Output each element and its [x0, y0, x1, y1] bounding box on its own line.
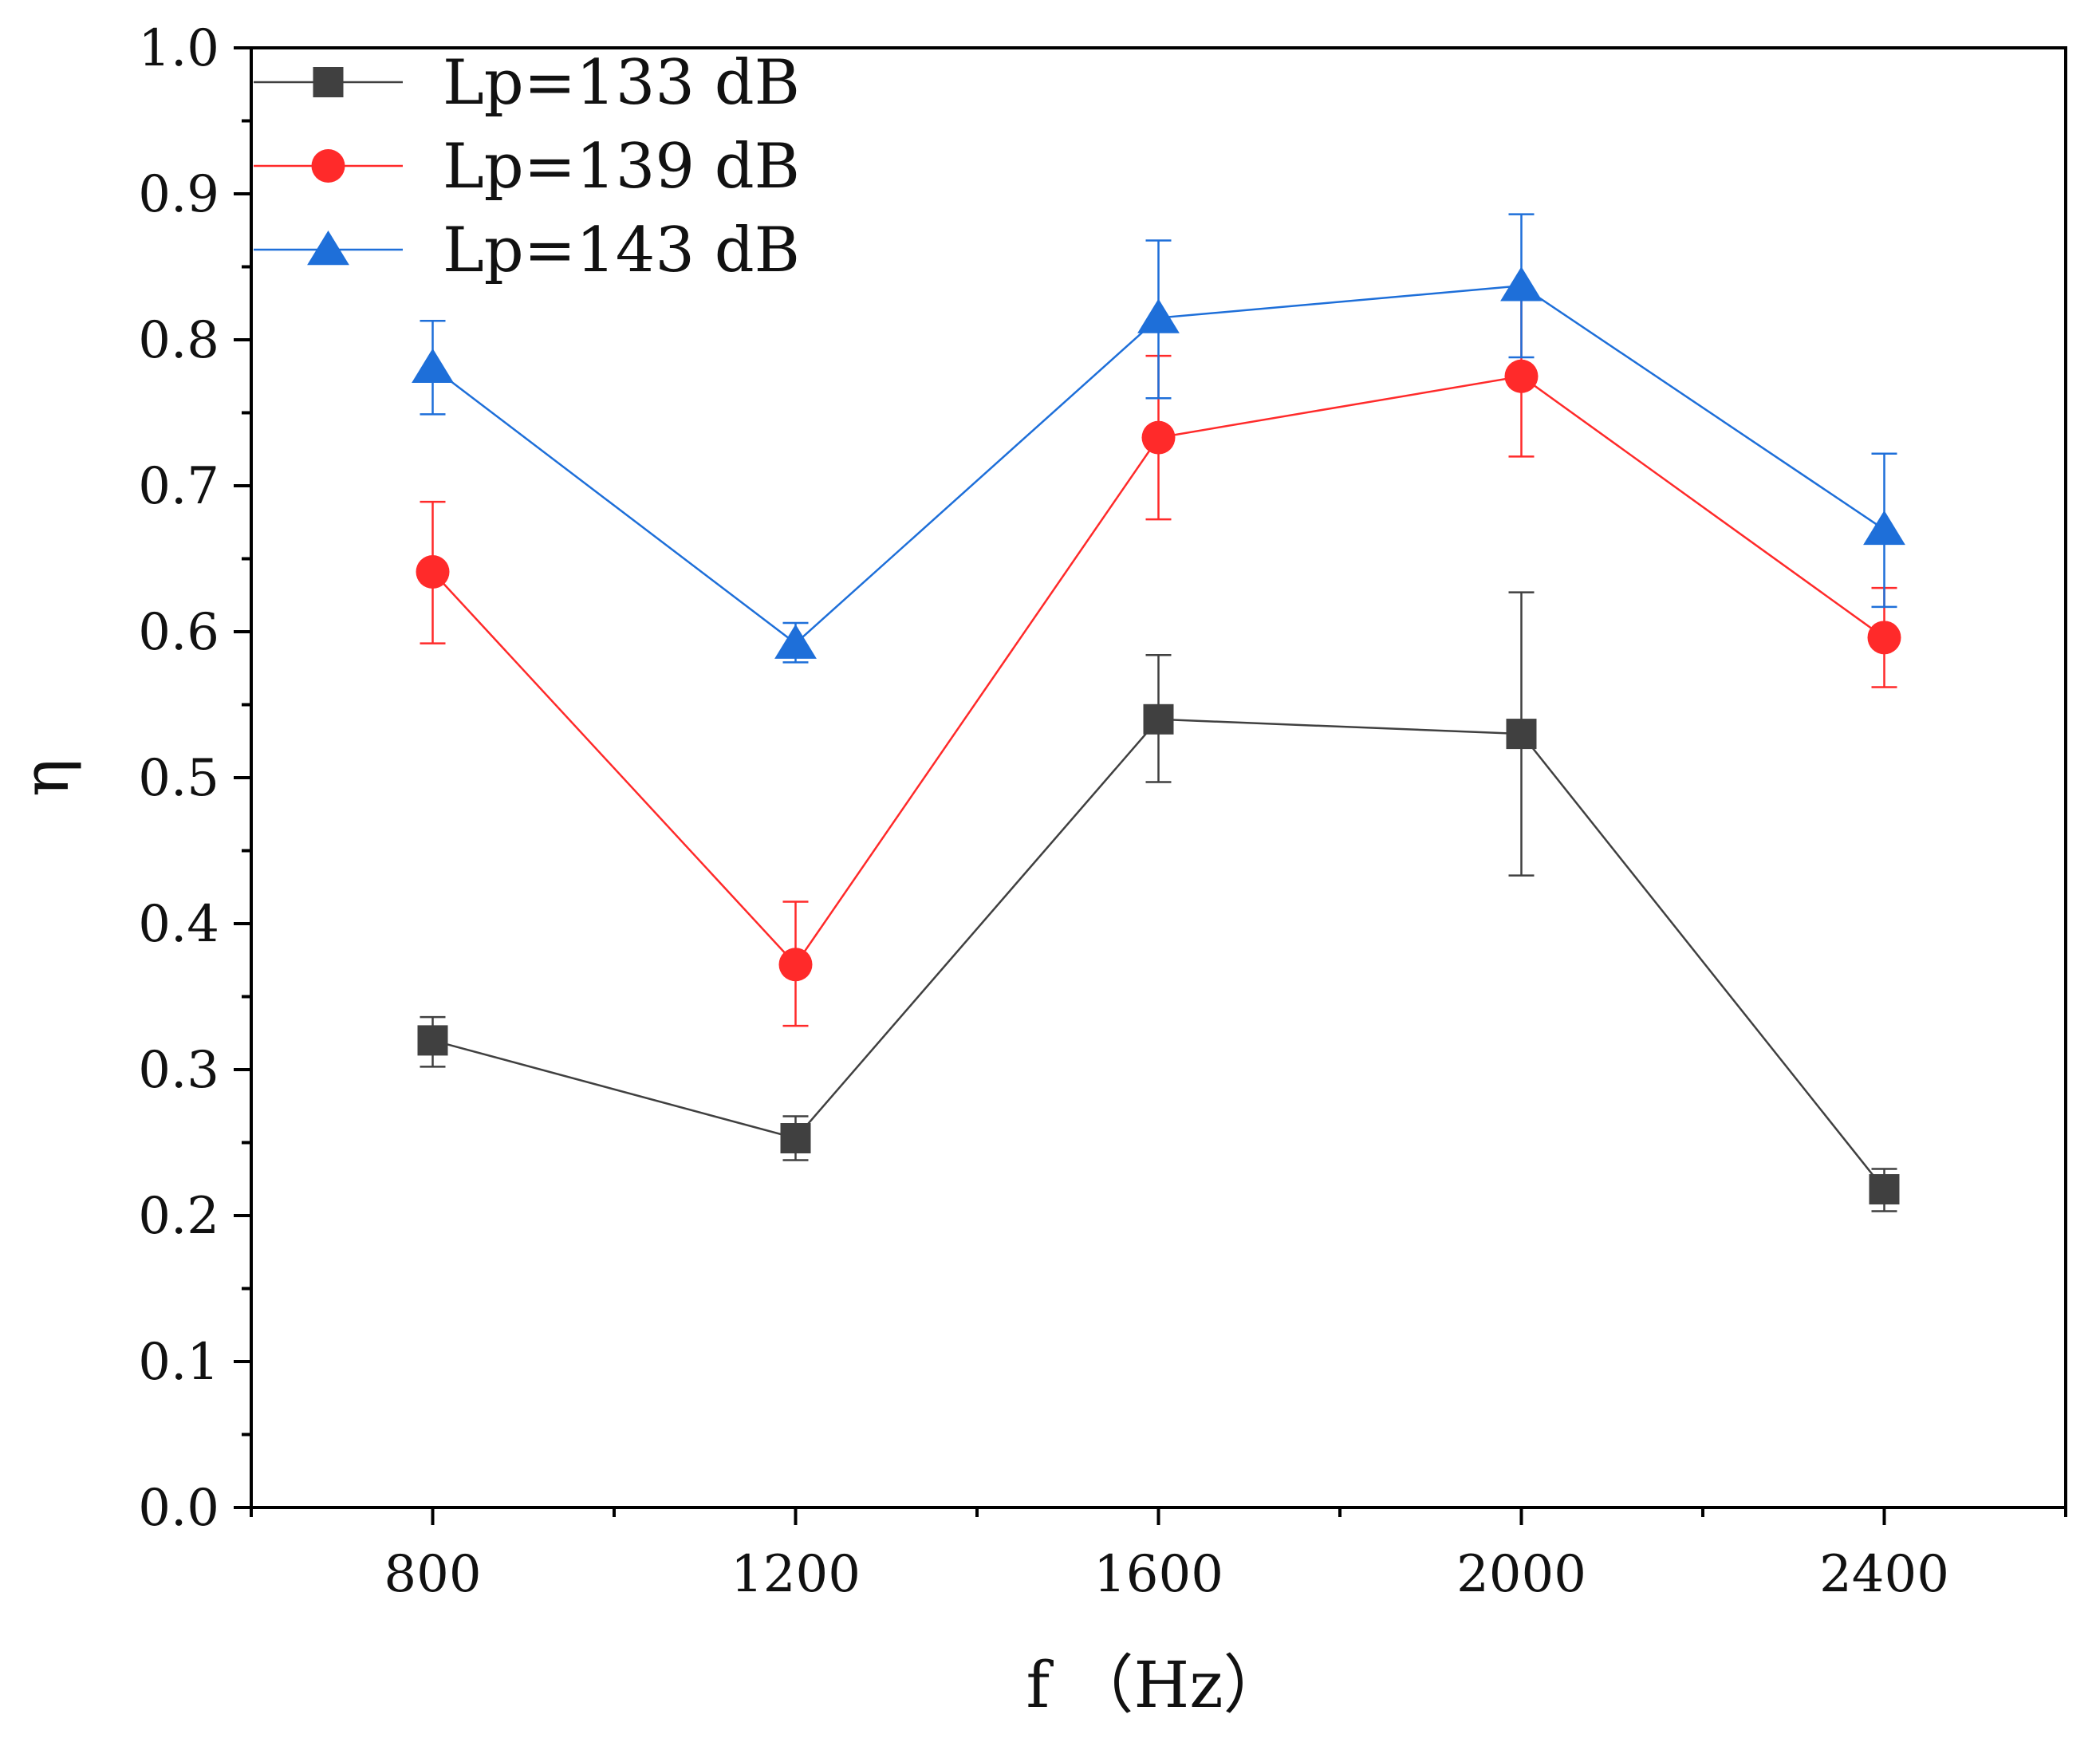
data-point [417, 1025, 448, 1056]
y-axis-title: η [9, 759, 83, 797]
x-tick-label: 2000 [1456, 1545, 1586, 1604]
x-tick-label: 1200 [731, 1545, 861, 1604]
data-point [1863, 510, 1905, 546]
y-tick-label: 0.7 [138, 457, 219, 516]
y-tick-label: 0.5 [138, 749, 219, 808]
data-point [1869, 1174, 1900, 1205]
data-point [412, 348, 454, 383]
series-layer [412, 213, 1905, 1212]
y-tick-label: 0.3 [138, 1041, 219, 1100]
data-point [1143, 704, 1174, 735]
axis-layer: 0.0 0.1 0.2 0.3 0.4 0.5 0.6 0.7 0.8 0.9 1.0 800 1200… [138, 19, 2067, 1604]
legend-label: Lp=133 dB [443, 47, 800, 119]
data-point [1506, 719, 1537, 750]
y-tick-label: 0.0 [138, 1479, 219, 1538]
legend-label: Lp=143 dB [443, 215, 800, 286]
data-point [774, 624, 817, 659]
x-tick-label: 1600 [1093, 1545, 1223, 1604]
legend-marker [313, 67, 344, 97]
legend-marker [307, 231, 349, 266]
series-3 [412, 213, 1905, 664]
legend: Lp=133 dB Lp=139 dB Lp=143 dB [254, 47, 800, 286]
legend-item-3: Lp=143 dB [254, 215, 800, 286]
data-point [416, 554, 450, 589]
series-1 [417, 591, 1900, 1212]
y-tick-label: 0.6 [138, 603, 219, 662]
data-point [1504, 359, 1539, 393]
data-point [1867, 621, 1901, 655]
x-tick-label: 800 [384, 1545, 481, 1604]
legend-item-2: Lp=139 dB [254, 131, 800, 203]
x-axis-title: f （Hz） [1026, 1648, 1287, 1722]
y-tick-label: 0.8 [138, 311, 219, 370]
data-point [1500, 266, 1542, 302]
legend-item-1: Lp=133 dB [254, 47, 800, 119]
x-tick-label: 2400 [1819, 1545, 1949, 1604]
data-point [1141, 420, 1176, 455]
legend-marker [311, 149, 345, 183]
data-point [1137, 298, 1180, 333]
y-tick-label: 0.4 [138, 895, 219, 954]
legend-label: Lp=139 dB [443, 131, 800, 203]
data-point [780, 1123, 811, 1154]
data-point [778, 948, 813, 982]
y-tick-label: 0.2 [138, 1187, 219, 1246]
y-tick-label: 0.1 [138, 1333, 219, 1392]
y-tick-label: 0.9 [138, 165, 219, 224]
y-tick-label: 1.0 [138, 19, 219, 78]
